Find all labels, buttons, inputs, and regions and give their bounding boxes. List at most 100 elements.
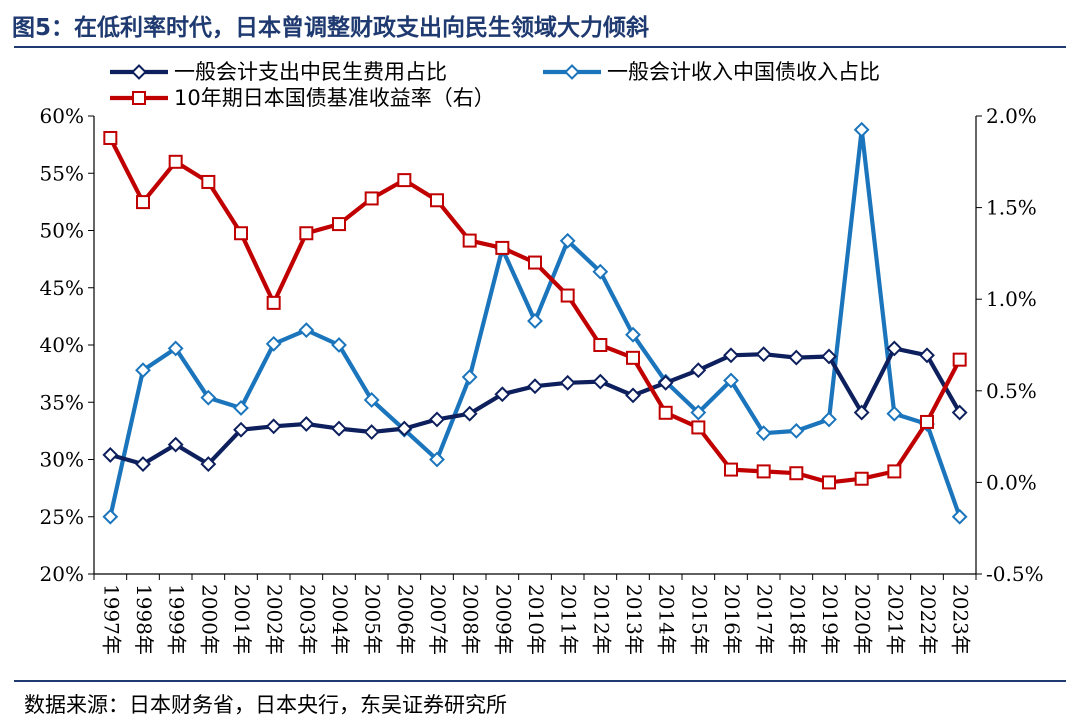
x-tick-label: 2003年 [295, 584, 319, 655]
data-point [462, 233, 477, 248]
right-tick-label: 0.0% [986, 470, 1037, 494]
series-2 [102, 121, 968, 525]
data-point [592, 263, 609, 280]
x-tick-label: 2006年 [393, 584, 417, 655]
series-1 [102, 340, 968, 472]
x-tick-label: 2008年 [459, 584, 483, 655]
title-bar [14, 0, 1066, 48]
left-tick-label: 30% [40, 448, 84, 472]
data-point [265, 418, 282, 435]
left-tick-label: 25% [40, 505, 84, 529]
legend-marker [564, 64, 580, 80]
data-point [298, 322, 315, 339]
data-point [723, 372, 739, 389]
legend-item-3: 10年期日本国债基准收益率（右） [110, 86, 495, 110]
x-tick-label: 2022年 [916, 584, 940, 655]
data-point [135, 362, 151, 379]
data-point [167, 436, 184, 453]
data-point [593, 338, 608, 352]
data-point [167, 340, 184, 357]
legend-label: 一般会计支出中民生费用占比 [174, 60, 447, 84]
x-tick-label: 2018年 [785, 584, 809, 655]
data-point [755, 425, 772, 442]
x-tick-label: 2009年 [491, 584, 515, 655]
data-point [854, 471, 869, 486]
data-point [690, 362, 707, 379]
data-point [952, 352, 967, 367]
right-tick-label: 1.0% [986, 287, 1037, 311]
data-point [821, 348, 837, 365]
data-point [625, 387, 641, 404]
data-point [723, 347, 739, 364]
data-point [527, 378, 543, 395]
x-tick-label: 2011年 [557, 584, 581, 655]
x-tick-label: 2005年 [361, 584, 385, 655]
data-point [821, 411, 837, 428]
x-tick-label: 2017年 [753, 584, 777, 655]
right-tick-label: 2.0% [986, 104, 1037, 128]
data-point [102, 508, 119, 525]
x-tick-label: 2001年 [230, 584, 254, 655]
left-tick-label: 40% [40, 333, 84, 357]
data-point [559, 374, 576, 391]
data-point [690, 404, 707, 421]
data-point [135, 456, 151, 472]
legend: 一般会计支出中民生费用占比 一般会计收入中国债收入占比 10年期日本国债基准收益率（… [110, 60, 880, 110]
data-point [658, 405, 673, 420]
data-point [559, 232, 576, 249]
figure-title: 图5：在低利率时代，日本曾调整财政支出向民生领域大力倾斜 [12, 15, 650, 41]
data-point [233, 400, 249, 416]
data-point [233, 421, 249, 438]
data-point [102, 447, 119, 463]
data-point [951, 508, 968, 525]
data-point [755, 346, 772, 363]
data-point [495, 240, 510, 255]
x-tick-label: 2020年 [851, 584, 875, 655]
data-point [592, 373, 609, 390]
legend-marker [132, 91, 146, 105]
data-point [364, 191, 379, 206]
x-tick-label: 2015年 [687, 584, 711, 655]
data-point [789, 466, 804, 481]
data-point [886, 405, 903, 422]
right-tick-label: 0.5% [986, 379, 1037, 403]
x-tick-label: 2019年 [818, 584, 842, 655]
data-point [429, 451, 445, 468]
data-point [494, 386, 511, 403]
legend-label: 10年期日本国债基准收益率（右） [174, 86, 495, 110]
series-3 [103, 130, 967, 490]
left-tick-label: 35% [40, 390, 84, 414]
left-tick-label: 20% [40, 562, 84, 586]
axes: 60% 55% 50% 45% 40% 35% 30% 25% 20% 2.0% 1.5% 1.0% 0… [40, 104, 1044, 655]
data-point [429, 411, 445, 428]
series-layer [102, 121, 968, 525]
data-point [136, 195, 150, 210]
data-point [266, 295, 281, 310]
data-point [756, 464, 771, 479]
data-point [397, 173, 412, 188]
line-chart: 60% 55% 50% 45% 40% 35% 30% 25% 20% 2.0% 1.5% 1.0% 0… [40, 60, 1044, 655]
x-tick-label: 2004年 [328, 584, 352, 655]
x-tick-label: 1998年 [132, 584, 156, 655]
x-tick-label: 2007年 [426, 584, 450, 655]
x-tick-label: 2016年 [720, 584, 744, 655]
x-tick-label: 2014年 [655, 584, 679, 655]
data-point [332, 217, 346, 232]
source-bar [14, 680, 1066, 727]
data-point [657, 374, 674, 391]
legend-item-2: 一般会计收入中国债收入占比 [543, 60, 880, 84]
chart-container: 60% 55% 50% 45% 40% 35% 30% 25% 20% 2.0% 1.5% 1.0% 0… [0, 48, 1080, 680]
data-point [887, 464, 902, 479]
data-point [919, 347, 935, 364]
data-point [430, 193, 444, 208]
left-tick-label: 50% [40, 219, 84, 243]
x-tick-label: 2012年 [589, 584, 613, 655]
data-point [691, 420, 706, 435]
data-point [234, 226, 248, 241]
data-point [299, 226, 314, 241]
data-point [396, 420, 413, 437]
right-tick-label: 1.5% [986, 196, 1037, 220]
data-point [461, 369, 478, 385]
data-point [363, 392, 380, 408]
left-tick-label: 55% [40, 161, 84, 185]
